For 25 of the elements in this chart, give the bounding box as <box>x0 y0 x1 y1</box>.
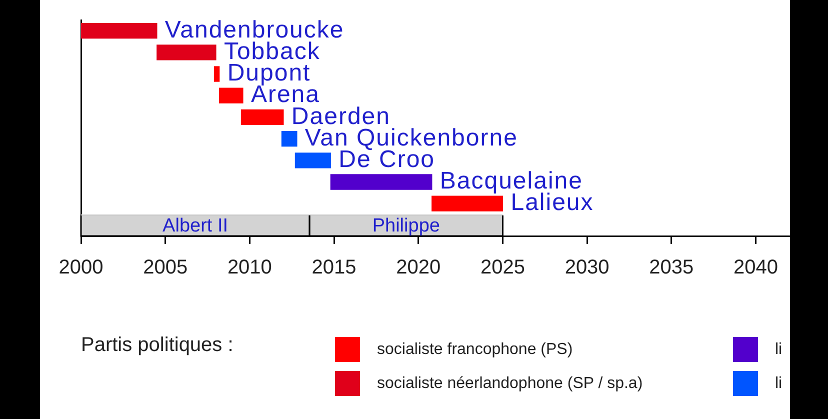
legend-label: li <box>775 340 782 360</box>
x-tick-label: 2025 <box>480 256 525 279</box>
x-tick-label: 2035 <box>649 256 694 279</box>
band-label: Philippe <box>372 215 440 236</box>
bar <box>432 196 504 212</box>
bar <box>330 174 432 190</box>
bar <box>218 88 244 104</box>
legend-title: Partis politiques : <box>81 333 234 357</box>
x-tick-label: 2020 <box>396 256 441 279</box>
bar <box>281 130 298 147</box>
x-tick-label: 2040 <box>734 256 778 279</box>
x-tick-label: 2030 <box>564 256 610 279</box>
legend-label: socialiste francophone (PS) <box>377 340 573 360</box>
legend-label: socialiste néerlandophone (SP / sp.a) <box>377 374 643 394</box>
bar <box>214 66 220 82</box>
x-tick-label: 2000 <box>58 256 104 279</box>
x-tick-label: 2010 <box>227 256 272 279</box>
bar <box>156 44 216 60</box>
x-tick-label: 2005 <box>143 256 188 279</box>
bar <box>294 152 331 168</box>
x-tick-label: 2015 <box>312 256 356 279</box>
bar <box>240 109 284 126</box>
bar <box>81 22 158 39</box>
legend-label: li <box>775 374 782 394</box>
band-label: Albert II <box>162 215 228 236</box>
